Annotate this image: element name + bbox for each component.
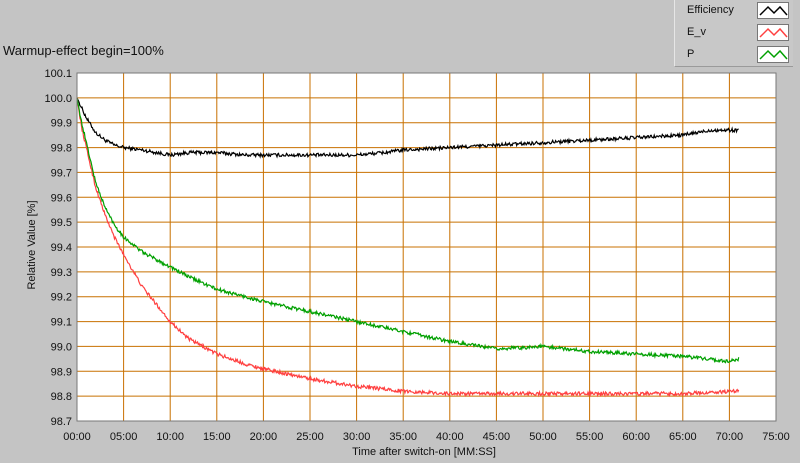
line-swatch-icon (759, 5, 788, 16)
y-tick-label: 99.6 (51, 192, 72, 204)
y-tick-label: 99.0 (51, 341, 72, 353)
legend-label: Efficiency (687, 4, 734, 16)
x-tick-label: 20:00 (250, 431, 278, 443)
x-tick-labels: 00:00 05:00 10:00 15:00 20:00 25:00 30:00 35:00… (63, 431, 790, 443)
x-tick-label: 30:00 (343, 431, 371, 443)
x-tick-label: 75:00 (762, 431, 790, 443)
y-tick-labels: 100.1 100.0 99.9 99.8 99.7 99.6 99.5 99.4 99.3 99… (44, 68, 72, 428)
plot-border (76, 72, 777, 422)
y-tick-label: 99.9 (51, 118, 72, 130)
x-tick-label: 15:00 (203, 431, 231, 443)
legend-item-p[interactable]: P (675, 44, 793, 66)
legend-swatch-p[interactable] (757, 46, 789, 63)
legend-item-e-v[interactable]: E_v (675, 22, 793, 44)
y-tick-label: 99.4 (51, 242, 72, 254)
series-line-e-v (76, 97, 740, 398)
legend-swatch-efficiency[interactable] (757, 2, 789, 19)
series-line-efficiency (76, 97, 739, 159)
y-tick-label: 99.3 (51, 267, 72, 279)
legend-swatch-e-v[interactable] (757, 24, 789, 41)
y-tick-label: 100.1 (44, 68, 72, 80)
line-swatch-icon (759, 49, 788, 60)
series-layer (76, 97, 740, 398)
y-tick-label: 98.9 (51, 366, 72, 378)
x-tick-label: 60:00 (622, 431, 650, 443)
x-tick-label: 40:00 (436, 431, 464, 443)
x-axis-label-row: Time after switch-on [MM:SS] (0, 446, 800, 458)
y-tick-label: 99.7 (51, 167, 72, 179)
x-tick-label: 10:00 (156, 431, 184, 443)
y-axis-label: Relative Value [%] (26, 200, 38, 290)
x-tick-label: 05:00 (110, 431, 138, 443)
x-tick-label: 45:00 (483, 431, 511, 443)
legend-label: P (687, 48, 695, 60)
x-tick-label: 25:00 (296, 431, 324, 443)
legend-item-efficiency[interactable]: Efficiency (675, 0, 793, 22)
y-tick-label: 100.0 (44, 93, 72, 105)
x-tick-label: 55:00 (576, 431, 604, 443)
line-swatch-icon (759, 27, 788, 38)
x-tick-label: 50:00 (529, 431, 557, 443)
series-line-p (76, 97, 740, 364)
x-tick-label: 35:00 (389, 431, 417, 443)
x-tick-label: 00:00 (63, 431, 91, 443)
chart-title: Warmup-effect begin=100% (3, 43, 164, 58)
y-tick-label: 99.5 (51, 217, 72, 229)
y-tick-label: 98.7 (51, 416, 72, 428)
legend: Efficiency E_v P (674, 0, 793, 67)
x-tick-label: 70:00 (716, 431, 744, 443)
y-tick-label: 99.8 (51, 143, 72, 155)
x-axis-label: Time after switch-on [MM:SS] (352, 446, 496, 458)
y-tick-label: 99.2 (51, 292, 72, 304)
y-tick-label: 99.1 (51, 317, 72, 329)
legend-label: E_v (687, 26, 706, 38)
x-tick-label: 65:00 (669, 431, 697, 443)
y-tick-label: 98.8 (51, 391, 72, 403)
